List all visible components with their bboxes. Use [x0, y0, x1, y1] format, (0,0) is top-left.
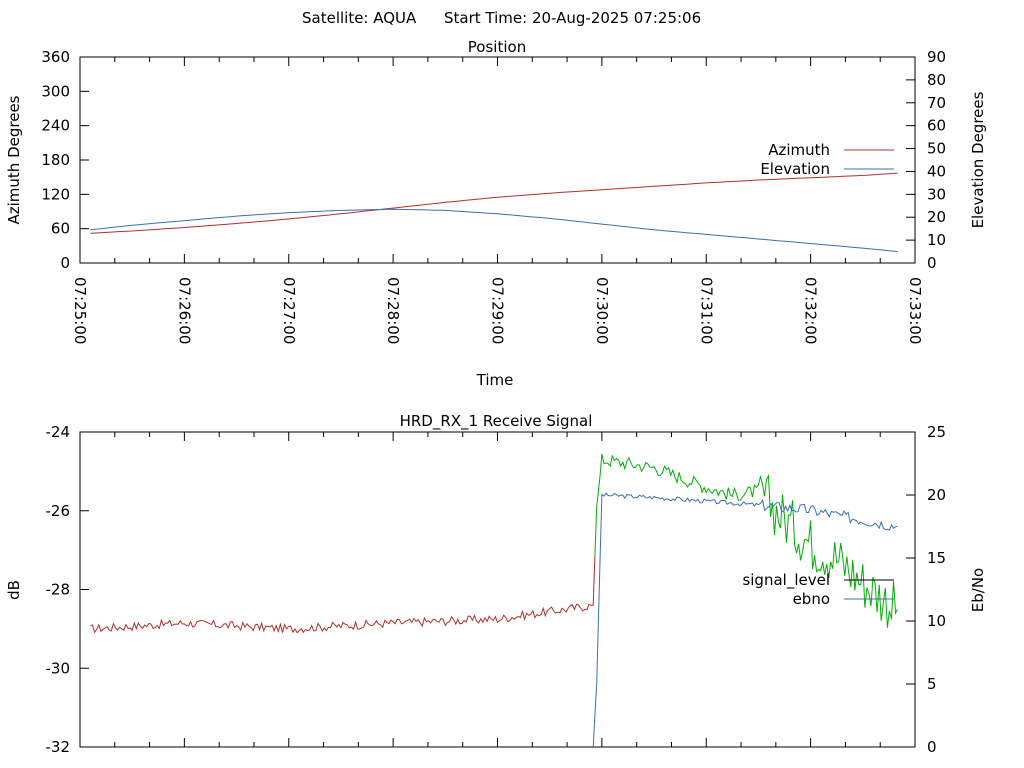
chart1-series-azimuth [90, 172, 898, 234]
chart2-y2-tick-label: 0 [927, 738, 937, 756]
chart2-y-tick-label: -24 [46, 423, 71, 441]
chart1-legend-label-1: Elevation [760, 160, 830, 178]
chart1-y-tick-label: 180 [41, 151, 70, 169]
chart1-x-tick-label: 07:32:00 [802, 277, 820, 344]
chart1-y2-tick-label: 40 [927, 162, 946, 180]
chart2-y2-tick-label: 10 [927, 612, 946, 630]
chart2-y-tick-label: -28 [46, 581, 71, 599]
position-chart-title: Position [468, 38, 526, 56]
chart1-x-tick-label: 07:30:00 [593, 277, 611, 344]
position-x-axis-label: Time [476, 371, 514, 389]
chart1-legend-label-0: Azimuth [768, 141, 830, 159]
chart2-y2-tick-label: 5 [927, 675, 937, 693]
chart1-y2-tick-label: 20 [927, 208, 946, 226]
chart1-y-tick-label: 240 [41, 117, 70, 135]
chart2-series-signal-level-pre-aos [90, 555, 596, 634]
chart1-y-tick-label: 300 [41, 82, 70, 100]
chart2-series-ebno [592, 492, 898, 748]
chart1-x-tick-label: 07:33:00 [906, 277, 924, 344]
satellite-label: Satellite: AQUA [302, 9, 417, 27]
chart1-y-tick-label: 120 [41, 185, 70, 203]
chart1-y2-tick-label: 30 [927, 185, 946, 203]
chart1-y2-tick-label: 90 [927, 48, 946, 66]
chart2-series-signal-level [594, 453, 899, 628]
chart2-y2-tick-label: 20 [927, 486, 946, 504]
position-chart: Position Time Azimuth Degrees Elevation … [5, 38, 987, 389]
chart1-x-tick-label: 07:26:00 [175, 277, 193, 344]
chart1-y2-tick-label: 50 [927, 140, 946, 158]
signal-y2-axis-label: Eb/No [969, 568, 987, 612]
position-y-axis-label: Azimuth Degrees [5, 95, 23, 224]
chart2-y-tick-label: -32 [46, 738, 71, 756]
chart1-y2-tick-label: 10 [927, 231, 946, 249]
signal-chart-title: HRD_RX_1 Receive Signal [400, 412, 593, 431]
chart1-x-tick-label: 07:29:00 [489, 277, 507, 344]
chart1-x-tick-label: 07:31:00 [697, 277, 715, 344]
chart1-x-tick-label: 07:28:00 [384, 277, 402, 344]
position-y2-axis-label: Elevation Degrees [969, 91, 987, 228]
chart1-y2-tick-label: 80 [927, 71, 946, 89]
chart1-x-tick-label: 07:25:00 [71, 277, 89, 344]
chart2-legend-label-1: ebno [793, 590, 830, 608]
chart1-x-tick-label: 07:27:00 [280, 277, 298, 344]
signal-chart: HRD_RX_1 Receive Signal dB Eb/No -32 -30 -… [5, 412, 987, 756]
chart2-legend-label-0: signal_level [742, 571, 830, 590]
chart1-y-tick-label: 0 [60, 254, 70, 272]
chart1-y-tick-label: 360 [41, 48, 70, 66]
chart2-y2-tick-label: 15 [927, 549, 946, 567]
chart1-y2-tick-label: 60 [927, 117, 946, 135]
chart1-y2-tick-label: 70 [927, 94, 946, 112]
signal-y-axis-label: dB [5, 580, 23, 600]
chart2-y-tick-label: -26 [46, 502, 71, 520]
chart1-y-tick-label: 60 [51, 220, 70, 238]
chart1-series-elevation [90, 208, 898, 253]
chart2-y2-tick-label: 25 [927, 423, 946, 441]
chart1-y2-tick-label: 0 [927, 254, 937, 272]
chart2-y-tick-label: -30 [46, 659, 71, 677]
chart2-plot-frame [79, 431, 916, 748]
start-time-label: Start Time: 20-Aug-2025 07:25:06 [444, 9, 701, 27]
